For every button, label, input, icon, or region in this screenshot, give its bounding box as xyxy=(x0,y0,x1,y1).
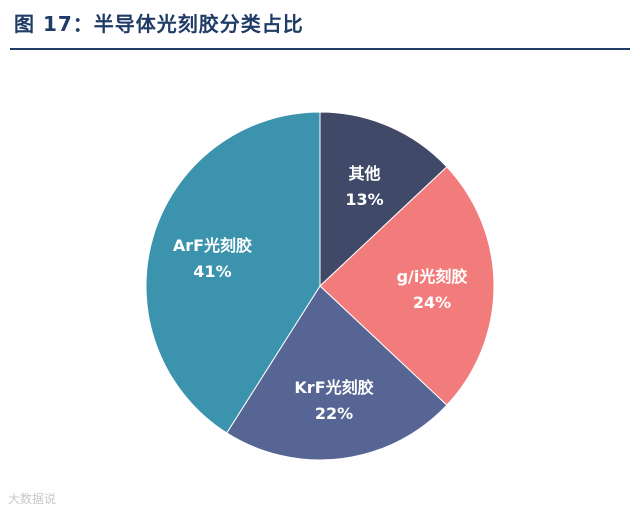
slice-value-other: 13% xyxy=(345,190,383,209)
pie-slice-krf xyxy=(226,285,448,461)
slice-value-arf: 41% xyxy=(193,262,231,281)
title-divider xyxy=(10,48,630,50)
slice-value-g-i: 24% xyxy=(413,293,451,312)
slice-value-krf: 22% xyxy=(315,404,353,423)
slice-label-other: 其他 xyxy=(348,164,380,183)
pie-slice-g-i xyxy=(319,166,495,406)
pie-slice-other xyxy=(319,111,448,288)
figure-title: 图 17：半导体光刻胶分类占比 xyxy=(14,12,304,36)
watermark-text: 大数据说 xyxy=(8,492,57,506)
pie-slice-arf xyxy=(145,111,321,434)
slice-label-g-i: g/i光刻胶 xyxy=(397,267,468,286)
slice-label-krf: KrF光刻胶 xyxy=(294,378,373,397)
slice-label-arf: ArF光刻胶 xyxy=(173,236,252,255)
